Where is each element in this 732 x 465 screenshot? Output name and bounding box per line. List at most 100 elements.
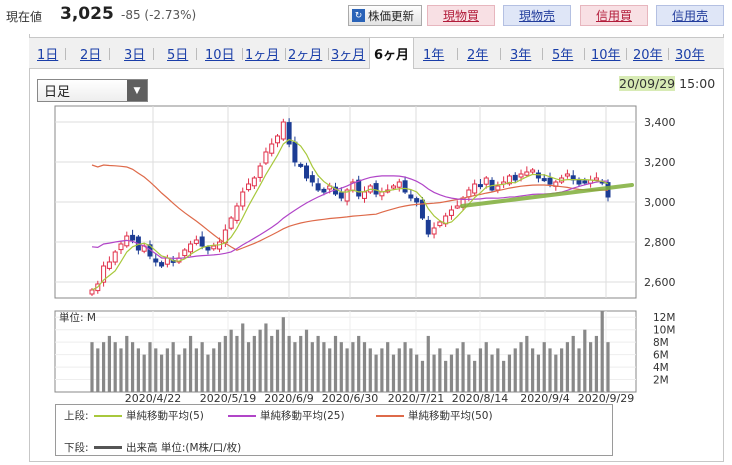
candle-body [408,194,414,199]
tab-1y[interactable]: 1年 [423,48,445,63]
volume-bar [310,342,314,392]
volume-bar [258,329,262,392]
candle-body [495,185,501,191]
update-price-label: 株価更新 [368,8,414,23]
ma50-line [91,164,609,251]
price-label: 現在値 [6,10,43,24]
volume-bar [525,335,529,392]
candle-body [182,249,188,257]
volume-bar [583,329,587,392]
candle-body [298,163,304,167]
legend-ma5-label: 単純移動平均(5) [126,410,204,422]
volume-bar [397,348,401,392]
candle-body [535,172,541,179]
chart-panel [29,34,724,462]
candle-body [211,245,217,250]
volume-bar [490,354,494,392]
candle-body [199,236,205,247]
volume-bar [229,329,233,392]
volume-bar [368,348,372,392]
tab-3y[interactable]: 3年 [510,48,532,63]
quote-header: 現在値 3,025 -85 (-2.73%) ↻ 株価更新 現物買 現物売 信用… [0,0,732,34]
tab-10d[interactable]: 10日 [205,48,235,63]
volume-bar [513,348,517,392]
x-tick-label: 2020/9/4 [520,392,569,405]
candle-body [159,262,165,267]
candle-body [304,165,310,179]
candle-body [547,177,553,185]
candle-body [564,173,570,177]
legend-ma50-label: 単純移動平均(50) [408,410,493,422]
candle-body [193,239,199,244]
volume-bar [287,335,291,392]
chart-date: 20/09/29 [619,76,676,91]
tab-6m[interactable]: 6ヶ月 [369,38,415,69]
update-price-button[interactable]: ↻ 株価更新 [348,5,422,26]
x-tick-label: 2020/9/29 [578,392,634,405]
candle-body [263,151,269,164]
tab-3d[interactable]: 3日 [124,48,146,63]
candle-body [437,221,443,227]
volume-bar [351,342,355,392]
tab-5y[interactable]: 5年 [552,48,574,63]
volume-bar [125,335,129,392]
volume-tick-label: 2M [653,375,669,387]
volume-bar [101,342,106,392]
volume-bar [519,342,523,392]
tab-20y[interactable]: 20年 [633,48,663,63]
volume-bar [293,342,297,392]
volume-bar [438,348,442,392]
trend-line [460,183,634,208]
candle-body [414,198,420,203]
volume-bar [130,342,135,392]
volume-bar [316,335,320,392]
cash-sell-button[interactable]: 現物売 [503,5,571,26]
period-select[interactable]: 日足 ▼ [37,79,148,102]
volume-bar [449,354,454,392]
volume-bar [548,348,552,392]
tab-3m[interactable]: 3ヶ月 [331,48,366,63]
volume-bar [507,354,512,392]
tab-30y[interactable]: 30年 [675,48,705,63]
period-select-value: 日足 [44,85,71,100]
volume-bar [409,348,413,392]
candle-body [130,234,136,241]
price-tick-label: 3,400 [644,116,676,129]
volume-bar [270,335,274,392]
candle-body [506,175,512,185]
volume-tick-label: 10M [653,325,675,337]
chart-time: 15:00 [679,76,716,91]
legend-ma5-swatch [94,414,122,417]
candle-body [338,192,344,199]
candle-body [286,122,292,145]
candle-body [593,177,599,181]
volume-bar [177,354,181,392]
margin-sell-button[interactable]: 信用売 [656,5,724,26]
candle-body [280,121,286,140]
margin-buy-button[interactable]: 信用買 [580,5,648,26]
candle-body [309,175,315,183]
candle-body [512,174,518,181]
tab-2m[interactable]: 2ヶ月 [288,48,323,63]
volume-bar [542,342,546,392]
tab-2d[interactable]: 2日 [80,48,102,63]
chart-datetime: 20/09/29 15:00 [619,76,715,91]
price-change: -85 (-2.73%) [121,8,197,22]
tab-2y[interactable]: 2年 [467,48,489,63]
period-tabs: 1日 2日 3日 5日 10日 1ヶ月 2ヶ月 3ヶ月 6ヶ月 1年 2年 3年… [29,37,724,69]
tab-1d[interactable]: 1日 [37,48,59,63]
volume-bar [467,354,471,392]
candle-body [89,289,95,295]
volume-bar [235,335,239,392]
volume-bar [183,348,187,392]
tab-5d[interactable]: 5日 [167,48,189,63]
volume-bar [113,342,117,392]
candle-body [524,171,530,176]
ma25-line [91,175,608,259]
volume-bar [136,348,140,392]
legend-volume: 出来高 単位:(M株/口/枚) [92,440,241,455]
volume-bar [531,348,535,392]
cash-buy-button[interactable]: 現物買 [427,5,495,26]
tab-10y[interactable]: 10年 [591,48,621,63]
tab-1m[interactable]: 1ヶ月 [245,48,280,63]
